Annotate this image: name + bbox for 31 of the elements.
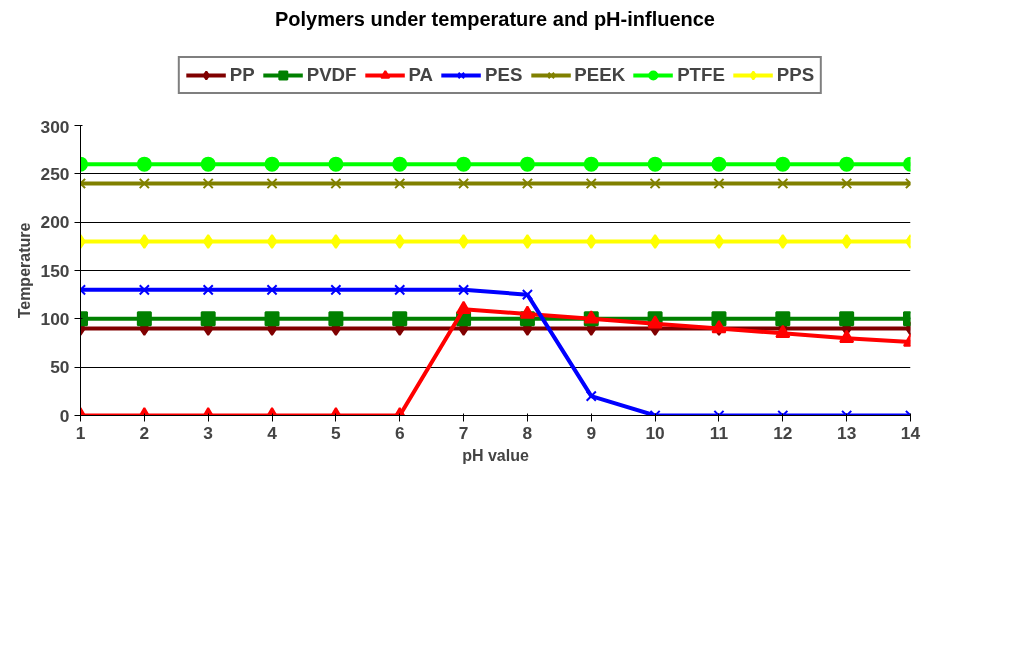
x-tick-label: 2 xyxy=(139,422,150,443)
x-tick-label: 14 xyxy=(900,422,921,443)
y-tick-label: 100 xyxy=(40,308,70,329)
legend-label: PES xyxy=(485,63,523,86)
y-tick-label: 250 xyxy=(40,163,70,184)
x-tick-label: 6 xyxy=(394,422,405,443)
x-tick-label: 5 xyxy=(331,422,342,443)
x-tick-label: 9 xyxy=(586,422,597,443)
legend-label: PA xyxy=(408,63,434,86)
x-tick-label: 4 xyxy=(267,422,278,443)
y-tick-label: 150 xyxy=(40,260,70,281)
legend-label: PVDF xyxy=(306,63,357,86)
x-tick-label: 12 xyxy=(773,422,793,443)
x-axis-title: pH value xyxy=(462,446,529,464)
legend-label: PEEK xyxy=(574,63,626,86)
chart-title: Polymers under temperature and pH-influence xyxy=(274,7,715,30)
x-tick-label: 10 xyxy=(645,422,665,443)
legend-label: PP xyxy=(229,63,255,86)
y-tick-label: 300 xyxy=(40,116,70,137)
x-tick-label: 13 xyxy=(837,422,857,443)
x-tick-label: 3 xyxy=(203,422,214,443)
legend-label: PPS xyxy=(776,63,815,86)
x-tick-label: 7 xyxy=(458,422,469,443)
y-tick-label: 0 xyxy=(59,405,70,426)
x-tick-label: 11 xyxy=(709,422,729,443)
legend-label: PTFE xyxy=(677,63,725,86)
y-tick-label: 200 xyxy=(40,212,70,233)
x-tick-label: 1 xyxy=(75,422,86,443)
y-tick-label: 50 xyxy=(50,357,70,378)
x-tick-label: 8 xyxy=(522,422,533,443)
y-axis-title: Temperature xyxy=(15,222,33,319)
